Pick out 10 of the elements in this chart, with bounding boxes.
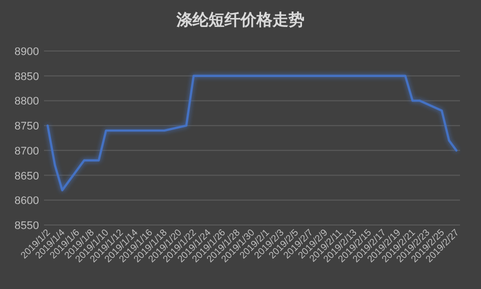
line-series — [46, 74, 458, 192]
y-tick-label: 8850 — [14, 70, 39, 83]
y-tick-label: 8600 — [14, 195, 39, 208]
y-tick-label: 8900 — [14, 46, 39, 58]
chart-title: 涤纶短纤价格走势 — [176, 11, 304, 29]
y-tick-label: 8550 — [14, 220, 39, 232]
y-tick-label: 8700 — [14, 145, 39, 158]
y-tick-label: 8800 — [14, 96, 39, 108]
y-tick-label: 8650 — [14, 170, 39, 182]
y-tick-label: 8750 — [14, 120, 39, 133]
